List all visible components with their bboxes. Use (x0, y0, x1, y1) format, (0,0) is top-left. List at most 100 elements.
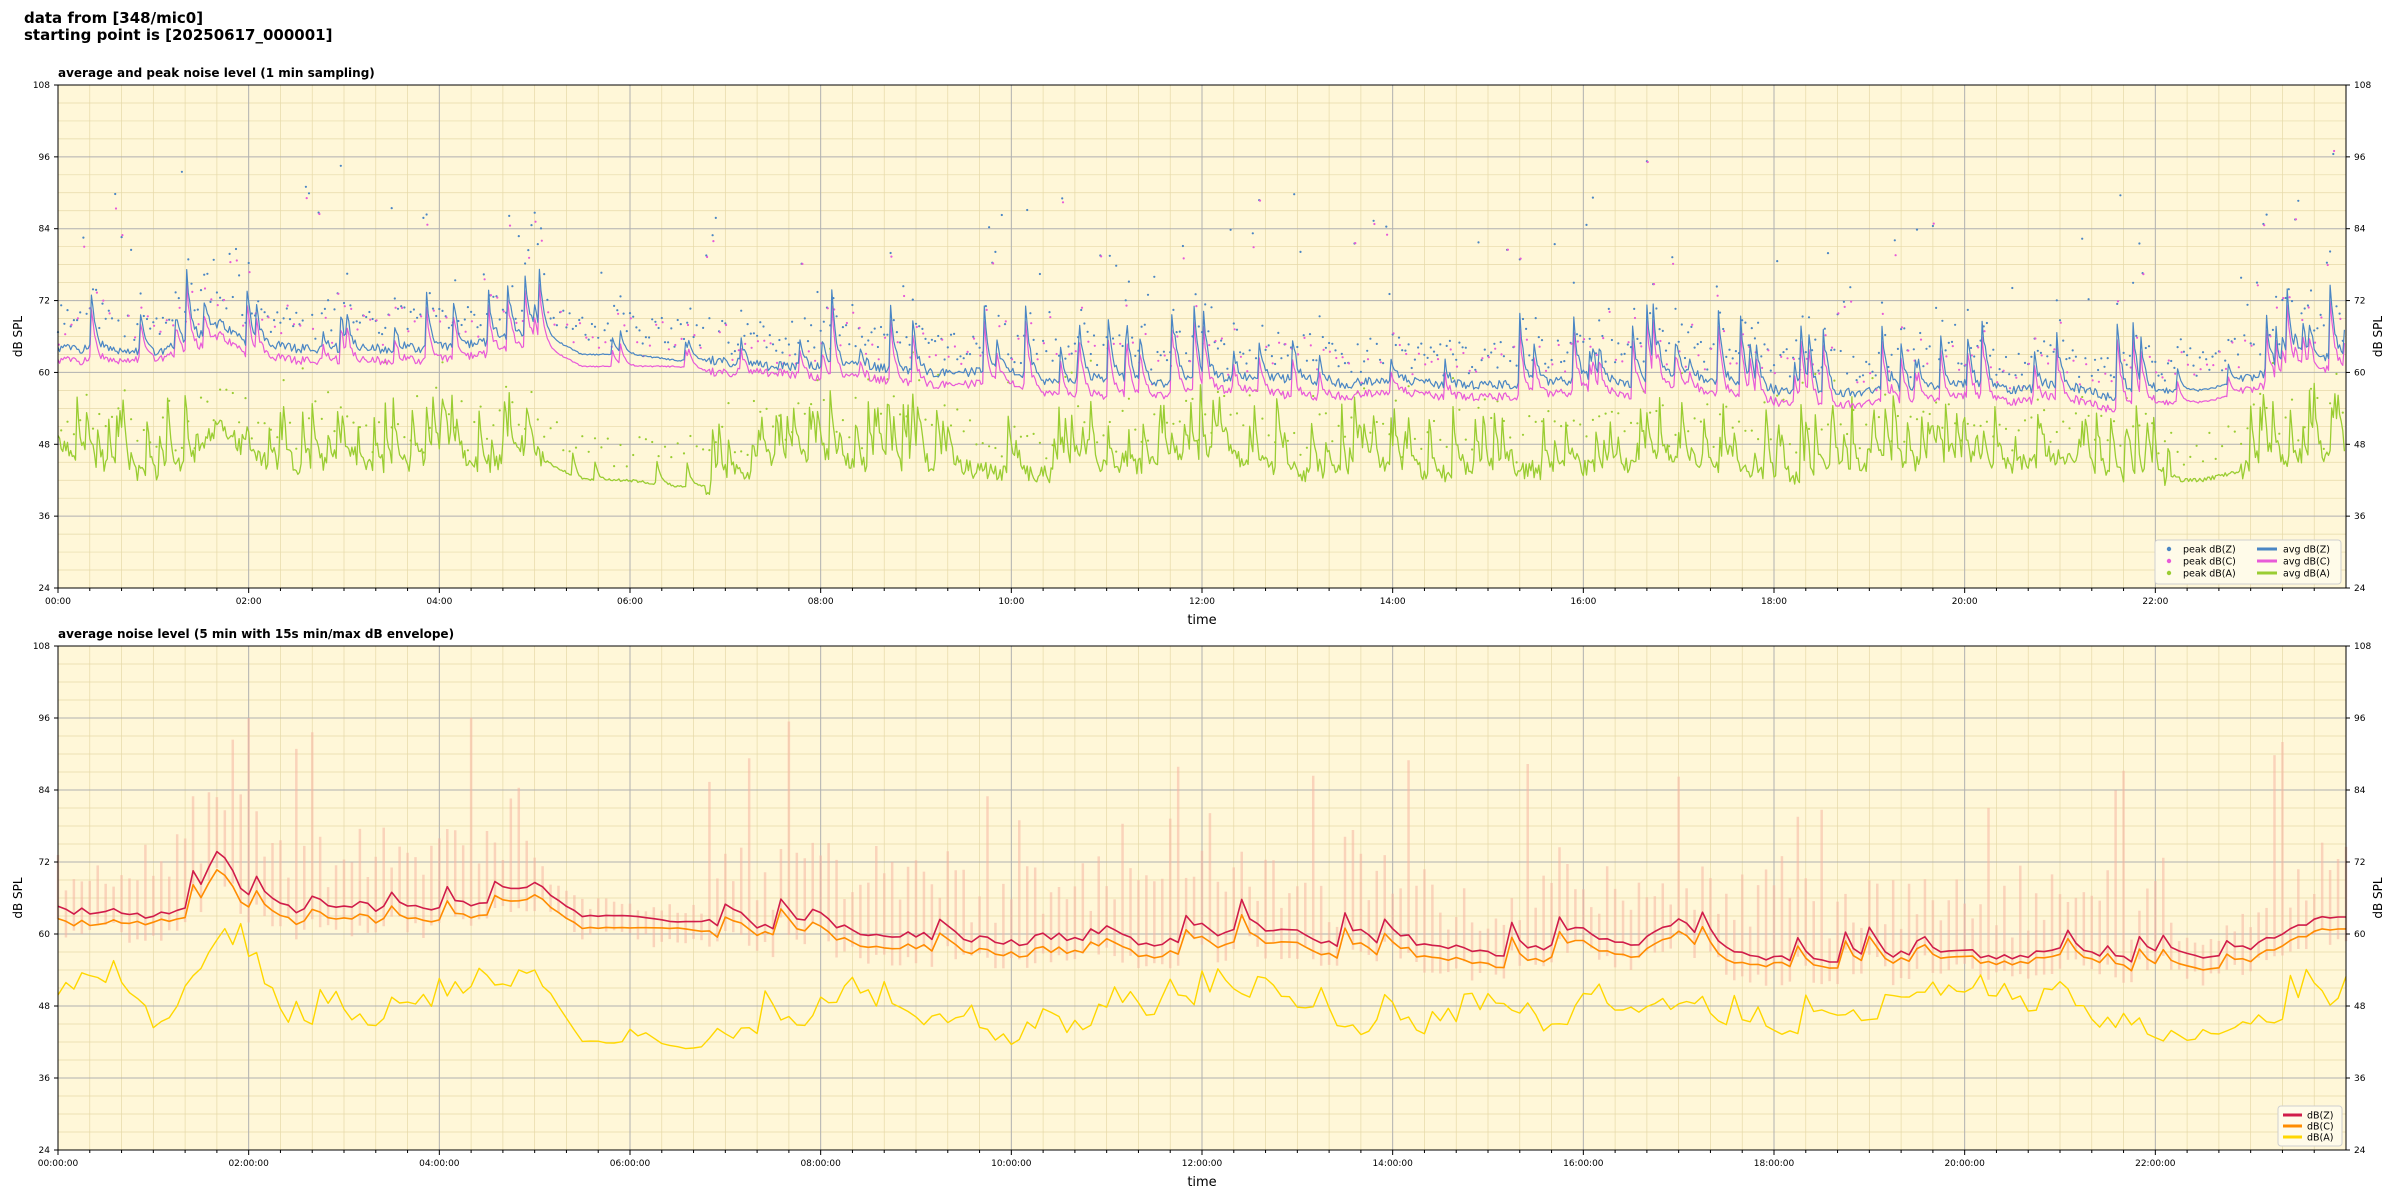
peak-c-point (2320, 316, 2323, 319)
peak-a-point (2119, 444, 2122, 447)
a-line (57, 922, 2347, 1050)
peak-z-point (2227, 338, 2230, 342)
peak-z-point (1254, 357, 1258, 360)
peak-z-point (431, 307, 435, 310)
peak-z-point (1388, 292, 1391, 296)
peak-z-point (285, 307, 288, 310)
peak-c-point (877, 358, 880, 361)
peak-c-point (1989, 366, 1992, 369)
peak-z-point (1553, 243, 1556, 246)
peak-z-point (311, 313, 314, 316)
peak-c-point (299, 324, 302, 327)
peak-c-point (2053, 348, 2056, 351)
peak-z-point (1350, 370, 1353, 373)
peak-z-point (765, 346, 768, 349)
peak-c-point (528, 256, 531, 259)
peak-z-point (962, 357, 965, 360)
x-tick-label: 04:00 (426, 597, 452, 607)
peak-c-point (839, 344, 842, 347)
peak-c-point (597, 346, 601, 349)
peak-a-point (2017, 429, 2020, 432)
peak-z-point (895, 331, 899, 334)
peak-z-point (1690, 325, 1693, 328)
peak-z-point (1757, 321, 1760, 324)
peak-a-point (2189, 455, 2192, 458)
peak-z-point (2071, 349, 2074, 352)
peak-z-point (1760, 355, 1763, 358)
peak-a-point (1655, 409, 1658, 413)
peak-a-point (975, 443, 978, 446)
peak-c-point (1869, 372, 1872, 375)
peak-c-point (2002, 369, 2005, 372)
peak-z-point (1474, 368, 1477, 371)
peak-z-point (323, 307, 326, 310)
avg-c-line (57, 282, 2345, 413)
peak-z-point (667, 341, 670, 344)
peak-z-point (1626, 343, 1629, 346)
peak-c-point (2282, 297, 2285, 300)
peak-c-point (2218, 350, 2221, 353)
peak-z-point (247, 261, 250, 265)
peak-a-point (1369, 431, 1372, 434)
peak-z-point (107, 309, 110, 312)
peak-z-point (76, 319, 79, 322)
peak-a-point (1293, 431, 1296, 435)
peak-z-point (711, 234, 714, 237)
peak-z-point (2240, 276, 2243, 279)
peak-z-point (1954, 323, 1957, 326)
peak-c-point (2097, 380, 2100, 383)
peak-z-point (339, 164, 342, 167)
peak-z-point (768, 334, 771, 337)
peak-c-point (286, 304, 289, 307)
peak-a-point (841, 419, 845, 422)
peak-z-point (1296, 345, 1299, 349)
peak-a-point (155, 445, 158, 448)
peak-z-point (1658, 328, 1661, 331)
peak-a-point (1496, 400, 1499, 403)
peak-a-point (1318, 413, 1321, 416)
peak-z-point (2106, 357, 2109, 360)
peak-z-point (841, 326, 845, 329)
peak-z-point (603, 329, 606, 332)
peak-a-point (219, 388, 222, 391)
peak-a-point (1585, 435, 1588, 438)
peak-c-point (197, 323, 200, 326)
peak-a-point (2023, 419, 2027, 422)
peak-z-point (1334, 349, 1337, 352)
peak-c-point (2040, 354, 2043, 357)
peak-a-point (752, 399, 756, 403)
peak-a-point (1083, 421, 1086, 424)
peak-c-point (1494, 347, 1497, 350)
peak-z-point (641, 342, 644, 345)
peak-a-point (231, 391, 234, 395)
peak-z-point (2084, 357, 2087, 360)
peak-c-point (1697, 354, 1700, 357)
peak-c-point (1875, 389, 1878, 392)
peak-a-point (1464, 438, 1467, 441)
peak-c-point (1335, 356, 1338, 360)
peak-a-point (1153, 413, 1156, 416)
peak-a-point (1375, 420, 1378, 424)
peak-a-point (1051, 444, 1054, 447)
peak-z-point (835, 315, 838, 318)
peak-a-point (492, 424, 495, 427)
peak-z-point (473, 313, 476, 316)
x-tick-label: 12:00 (1189, 597, 1215, 607)
peak-c-point (311, 327, 315, 330)
peak-z-point (851, 303, 854, 307)
peak-c-point (1722, 330, 1726, 333)
peak-z-point (60, 304, 63, 307)
peak-z-point (2074, 355, 2077, 358)
peak-z-point (1525, 327, 1528, 330)
peak-a-point (1858, 447, 1861, 450)
peak-z-point (2004, 355, 2008, 359)
peak-a-point (1305, 446, 1308, 449)
peak-z-point (82, 236, 85, 239)
peak-z-point (638, 329, 641, 332)
peak-c-point (674, 343, 677, 347)
peak-a-point (1235, 412, 1239, 415)
peak-z-point (1410, 366, 1413, 370)
peak-z-point (2128, 354, 2131, 357)
peak-z-point (508, 214, 511, 217)
peak-c-point (2155, 371, 2158, 374)
